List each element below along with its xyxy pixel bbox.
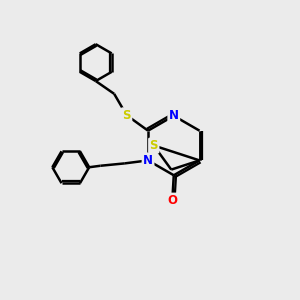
Text: S: S (149, 139, 158, 152)
Text: N: N (169, 109, 179, 122)
Text: S: S (122, 109, 131, 122)
Text: N: N (143, 154, 153, 167)
Text: O: O (167, 194, 177, 207)
